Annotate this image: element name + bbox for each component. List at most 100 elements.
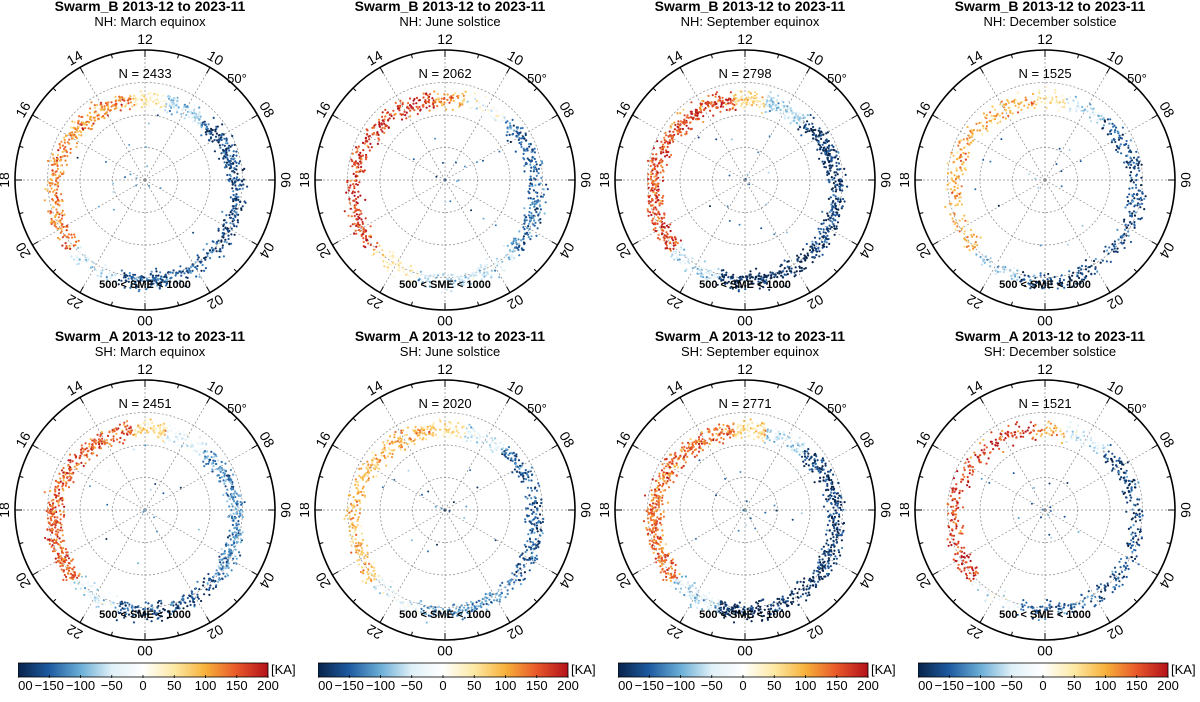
- data-point: [653, 147, 655, 149]
- data-point: [797, 112, 799, 114]
- data-point: [989, 111, 991, 113]
- data-point: [660, 171, 662, 173]
- data-point: [71, 138, 73, 140]
- data-point: [772, 103, 774, 105]
- data-point: [96, 589, 98, 591]
- data-point: [194, 449, 196, 451]
- data-point: [498, 276, 500, 278]
- data-point: [190, 440, 192, 442]
- data-point: [242, 188, 244, 190]
- data-point: [1130, 171, 1132, 173]
- data-point: [1138, 170, 1140, 172]
- data-point: [539, 212, 541, 214]
- data-point: [437, 274, 439, 276]
- data-point: [954, 223, 956, 225]
- data-point: [160, 276, 162, 278]
- data-point: [826, 171, 828, 173]
- data-point: [104, 272, 106, 274]
- data-point: [365, 235, 367, 237]
- data-point: [231, 179, 233, 181]
- data-point: [66, 247, 68, 249]
- data-point: [383, 123, 385, 125]
- data-point: [684, 254, 686, 256]
- data-point: [961, 203, 963, 205]
- data-point: [360, 210, 362, 212]
- data-point: [416, 97, 418, 99]
- data-point: [118, 96, 120, 98]
- data-point: [1124, 224, 1126, 226]
- data-point: [674, 237, 676, 239]
- mlt-tick: [207, 67, 211, 73]
- data-point: [831, 221, 833, 223]
- data-point: [55, 208, 57, 210]
- data-point: [237, 507, 239, 509]
- data-point: [689, 269, 691, 271]
- data-point: [60, 156, 62, 158]
- data-point: [834, 219, 836, 221]
- mlt-tick: [207, 617, 211, 623]
- data-point: [735, 109, 737, 111]
- data-point: [393, 276, 395, 278]
- data-point: [183, 434, 185, 436]
- data-point: [1014, 274, 1016, 276]
- data-point: [129, 95, 131, 97]
- data-point: [1033, 274, 1035, 276]
- data-point: [431, 97, 433, 99]
- data-point: [193, 108, 195, 110]
- data-point: [533, 189, 535, 191]
- data-point: [680, 262, 682, 264]
- data-point: [838, 168, 840, 170]
- data-point: [67, 555, 69, 557]
- data-point: [62, 236, 64, 238]
- data-point: [814, 247, 816, 249]
- data-point: [675, 252, 677, 254]
- data-point: [826, 246, 828, 248]
- data-point: [532, 156, 534, 158]
- data-point: [951, 218, 953, 220]
- data-point: [657, 172, 659, 174]
- data-point: [232, 190, 234, 192]
- data-point: [1048, 183, 1050, 185]
- data-point: [699, 260, 701, 262]
- data-point: [1060, 170, 1062, 172]
- data-point: [49, 182, 51, 184]
- data-point: [238, 185, 240, 187]
- data-point: [113, 191, 115, 193]
- data-point: [64, 155, 66, 157]
- data-point: [1127, 145, 1129, 147]
- mlt-tick: [80, 397, 84, 403]
- data-point: [151, 271, 153, 273]
- data-point: [55, 214, 57, 216]
- data-point: [206, 243, 208, 245]
- data-point: [104, 264, 106, 266]
- data-point: [1039, 97, 1041, 99]
- data-point: [65, 134, 67, 136]
- data-point: [826, 226, 828, 228]
- data-point: [86, 256, 88, 258]
- data-point: [122, 603, 124, 605]
- data-point: [956, 158, 958, 160]
- data-point: [654, 180, 656, 182]
- data-point: [100, 447, 102, 449]
- data-point: [528, 214, 530, 216]
- mlt-tick: [852, 242, 858, 246]
- data-point: [434, 101, 436, 103]
- data-point: [452, 109, 454, 111]
- data-point: [225, 142, 227, 144]
- data-point: [714, 273, 716, 275]
- data-point: [484, 268, 486, 270]
- mlt-tick: [507, 287, 511, 293]
- data-point: [725, 272, 727, 274]
- data-point: [664, 155, 666, 157]
- data-point: [153, 109, 155, 111]
- data-point: [479, 272, 481, 274]
- data-point: [512, 251, 514, 253]
- data-point: [387, 266, 389, 268]
- data-point: [66, 155, 68, 157]
- data-point: [123, 272, 125, 274]
- data-point: [69, 454, 71, 456]
- data-point: [216, 243, 218, 245]
- mlt-grid-line: [32, 445, 145, 510]
